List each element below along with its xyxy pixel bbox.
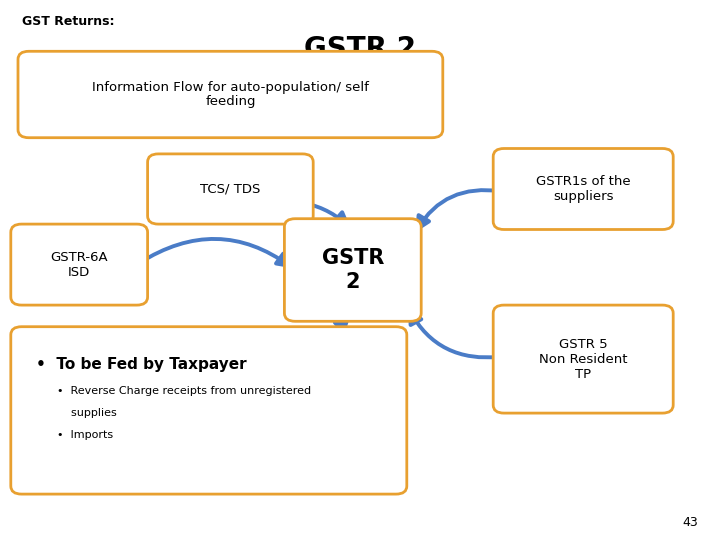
Text: TCS/ TDS: TCS/ TDS <box>200 183 261 195</box>
Text: GSTR 2: GSTR 2 <box>304 35 416 63</box>
Text: GSTR
2: GSTR 2 <box>322 248 384 292</box>
Text: GST Returns:: GST Returns: <box>22 15 114 28</box>
Text: •  Reverse Charge receipts from unregistered: • Reverse Charge receipts from unregiste… <box>36 387 311 396</box>
Text: GSTR 5
Non Resident
TP: GSTR 5 Non Resident TP <box>539 338 627 381</box>
FancyBboxPatch shape <box>493 305 673 413</box>
Text: 43: 43 <box>683 516 698 529</box>
FancyBboxPatch shape <box>493 148 673 230</box>
FancyBboxPatch shape <box>11 327 407 494</box>
Text: supplies: supplies <box>36 408 117 418</box>
FancyBboxPatch shape <box>11 224 148 305</box>
FancyBboxPatch shape <box>148 154 313 224</box>
FancyBboxPatch shape <box>284 219 421 321</box>
Text: GSTR1s of the
suppliers: GSTR1s of the suppliers <box>536 175 631 203</box>
FancyBboxPatch shape <box>18 51 443 138</box>
Text: •  To be Fed by Taxpayer: • To be Fed by Taxpayer <box>36 357 247 372</box>
Text: GSTR-6A
ISD: GSTR-6A ISD <box>50 251 108 279</box>
Text: •  Imports: • Imports <box>36 430 113 440</box>
Text: Information Flow for auto-population/ self
feeding: Information Flow for auto-population/ se… <box>92 80 369 109</box>
